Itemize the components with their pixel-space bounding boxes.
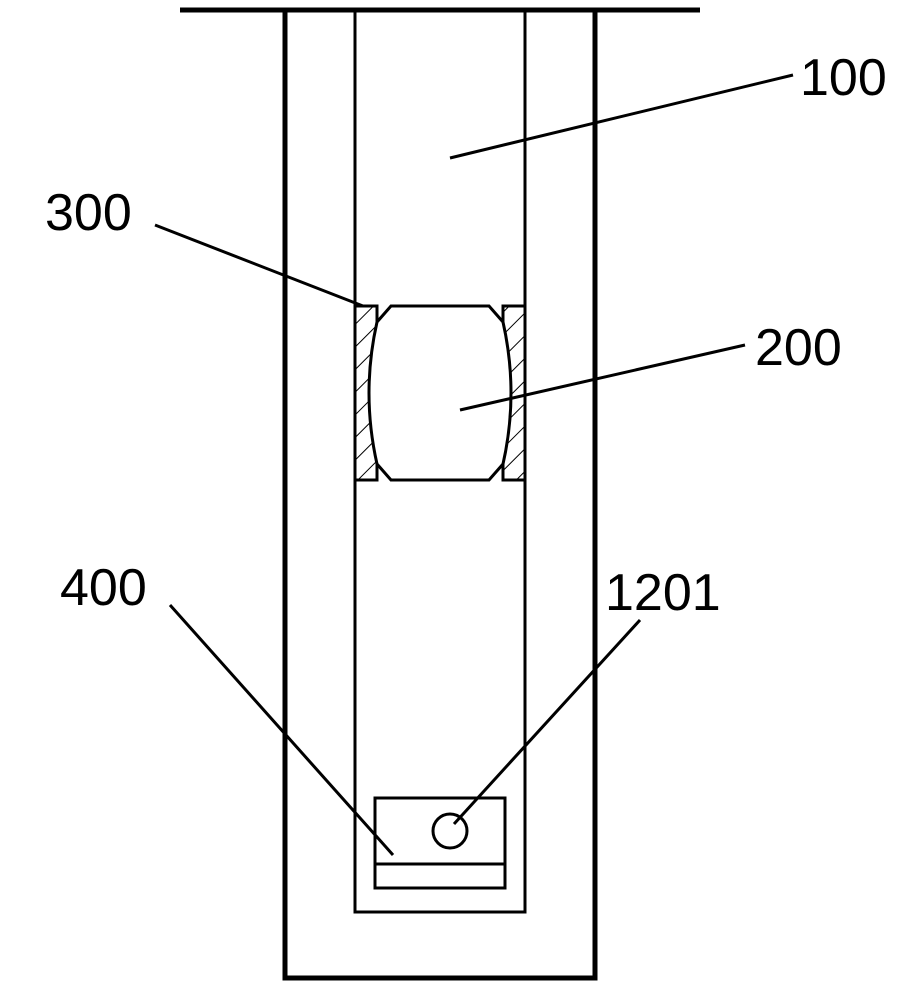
leader-l300 [155,225,363,306]
leader-l100 [450,75,793,158]
leader-l400 [170,605,393,855]
leader-l1201 [454,620,640,824]
label-l200: 200 [755,319,842,377]
label-l1201: 1201 [605,564,721,622]
label-l400: 400 [60,559,147,617]
lens-body [369,306,511,480]
label-l100: 100 [800,49,887,107]
label-l300: 300 [45,184,132,242]
